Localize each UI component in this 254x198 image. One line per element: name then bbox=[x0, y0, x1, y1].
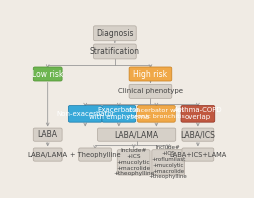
FancyBboxPatch shape bbox=[129, 84, 171, 98]
Text: High risk: High risk bbox=[133, 69, 167, 78]
Text: LABA/ICS: LABA/ICS bbox=[180, 130, 214, 139]
FancyBboxPatch shape bbox=[33, 128, 62, 141]
FancyBboxPatch shape bbox=[117, 150, 149, 175]
FancyBboxPatch shape bbox=[93, 26, 136, 41]
Text: Asthma-COPD
overlap: Asthma-COPD overlap bbox=[173, 107, 221, 120]
Text: Diagnosis: Diagnosis bbox=[96, 29, 133, 38]
Text: LABA/LAMA: LABA/LAMA bbox=[114, 130, 158, 139]
FancyBboxPatch shape bbox=[78, 148, 111, 161]
FancyBboxPatch shape bbox=[33, 67, 62, 81]
FancyBboxPatch shape bbox=[129, 67, 171, 81]
FancyBboxPatch shape bbox=[68, 106, 102, 122]
Text: LABA: LABA bbox=[38, 130, 57, 139]
Text: Exacerbator with
chronic bronchitis: Exacerbator with chronic bronchitis bbox=[127, 109, 185, 119]
Text: LABA/LAMA: LABA/LAMA bbox=[27, 151, 68, 158]
FancyBboxPatch shape bbox=[151, 150, 184, 175]
FancyBboxPatch shape bbox=[180, 106, 214, 122]
FancyBboxPatch shape bbox=[97, 128, 175, 141]
Text: Clinical phenotype: Clinical phenotype bbox=[118, 88, 182, 94]
FancyBboxPatch shape bbox=[181, 128, 213, 141]
Text: Low risk: Low risk bbox=[32, 69, 63, 78]
Text: Include#
+ICS
+roflumilast
+mucolytic
+macrolide
+theophylline: Include# +ICS +roflumilast +mucolytic +m… bbox=[148, 145, 187, 179]
FancyBboxPatch shape bbox=[93, 44, 136, 59]
Text: Non-exacerbator: Non-exacerbator bbox=[56, 111, 114, 117]
Text: + Theophylline: + Theophylline bbox=[70, 151, 120, 158]
Text: LABA+ICS+LAMA: LABA+ICS+LAMA bbox=[169, 151, 226, 158]
FancyBboxPatch shape bbox=[137, 106, 174, 122]
Text: Include#
+ICS
+mucolytic
+macrolide
+theophylline: Include# +ICS +mucolytic +macrolide +the… bbox=[113, 148, 154, 176]
Text: Stratification: Stratification bbox=[89, 47, 139, 56]
FancyBboxPatch shape bbox=[33, 148, 62, 161]
FancyBboxPatch shape bbox=[102, 106, 135, 122]
Text: Exacerbator
with emphysema: Exacerbator with emphysema bbox=[88, 107, 148, 120]
FancyBboxPatch shape bbox=[181, 148, 213, 161]
